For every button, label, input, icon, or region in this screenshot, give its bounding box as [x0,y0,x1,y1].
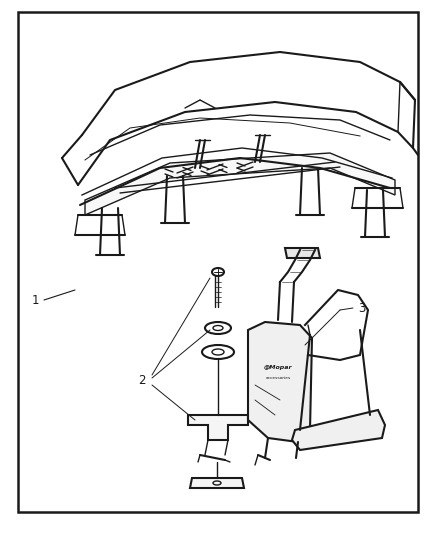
Text: @Mopar: @Mopar [264,366,292,370]
Polygon shape [285,248,320,258]
Polygon shape [292,410,385,450]
Polygon shape [248,322,312,442]
Text: 3: 3 [358,302,366,314]
Text: accessories: accessories [265,376,291,380]
Text: 2: 2 [138,374,146,386]
Text: 1: 1 [31,294,39,306]
Polygon shape [190,478,244,488]
Polygon shape [188,415,248,440]
Polygon shape [85,153,395,215]
